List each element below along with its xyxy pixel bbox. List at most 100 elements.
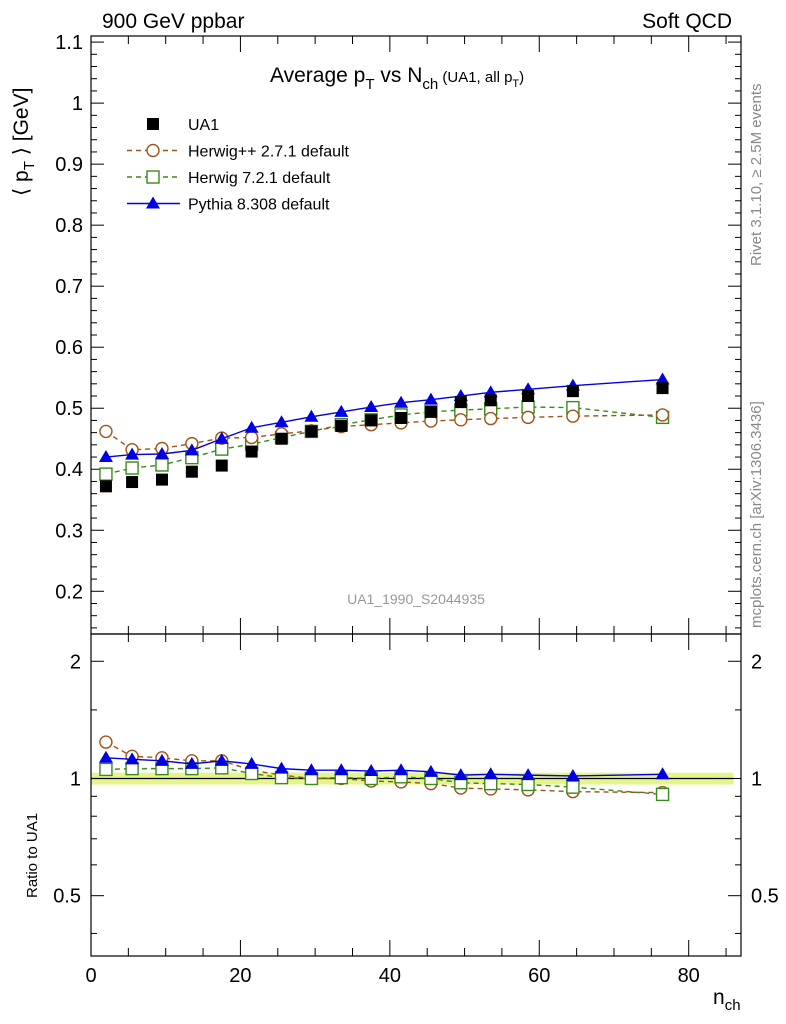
ratio-data-point xyxy=(565,768,580,781)
series-0 xyxy=(99,382,669,493)
ratio-series-2 xyxy=(98,750,670,781)
data-point xyxy=(365,414,378,427)
legend-marker xyxy=(146,170,160,184)
y-tick-label: 0.3 xyxy=(55,520,83,542)
legend-marker xyxy=(146,196,160,209)
legend-marker xyxy=(146,143,160,158)
data-point xyxy=(99,424,113,439)
ratio-y-tick-label-right: 0.5 xyxy=(751,886,779,908)
data-point xyxy=(566,385,579,398)
data-point xyxy=(566,409,580,423)
ratio-data-point xyxy=(99,762,113,777)
y-tick-label: 0.2 xyxy=(55,581,83,603)
ratio-data-point xyxy=(184,756,199,769)
ratio-data-point xyxy=(655,787,670,802)
y-axis-label-main: ⟨ pT ⟩ [GeV] xyxy=(10,88,38,196)
data-point xyxy=(334,404,349,417)
x-tick-label: 60 xyxy=(528,965,550,987)
data-point xyxy=(305,425,318,438)
mcplots-citation-text: mcplots.cern.ch [arXiv:1306.3436] xyxy=(748,401,765,628)
legend-label: Herwig++ 2.7.1 default xyxy=(188,144,350,161)
data-point xyxy=(215,459,228,472)
ratio-data-point xyxy=(483,767,498,780)
data-point xyxy=(454,396,467,409)
series-3 xyxy=(98,372,670,463)
data-point xyxy=(484,411,498,426)
ratio-data-point xyxy=(125,761,139,776)
y-tick-label: 0.5 xyxy=(55,398,83,420)
x-axis-label: nch xyxy=(713,986,741,1014)
ratio-data-point xyxy=(394,763,409,776)
main-panel-series xyxy=(98,372,670,493)
data-point xyxy=(99,480,112,493)
data-point xyxy=(215,442,229,456)
ratio-data-point xyxy=(154,753,169,766)
legend-label: UA1 xyxy=(188,117,219,134)
ratio-data-point xyxy=(521,777,535,792)
data-point xyxy=(364,400,379,413)
ratio-data-point xyxy=(244,766,259,781)
y-tick-label: 0.6 xyxy=(55,337,83,359)
data-point xyxy=(155,473,168,486)
data-point xyxy=(522,390,535,403)
ratio-data-point xyxy=(334,763,349,776)
series-1 xyxy=(99,408,670,457)
data-point xyxy=(185,465,198,478)
data-point xyxy=(154,446,169,459)
rivet-version-text: Rivet 3.1.10, ≥ 2.5M events xyxy=(748,84,765,267)
ratio-data-point xyxy=(244,756,259,769)
x-tick-label: 20 xyxy=(229,965,251,987)
data-point xyxy=(395,411,408,424)
y-tick-label: 0.4 xyxy=(55,459,83,481)
data-point xyxy=(335,419,348,432)
y-tick-label: 0.8 xyxy=(55,215,83,237)
ratio-data-point xyxy=(566,780,580,794)
data-point xyxy=(304,409,319,422)
header-left: 900 GeV ppbar xyxy=(102,10,244,33)
data-point xyxy=(484,394,497,407)
data-point xyxy=(126,476,139,489)
data-point xyxy=(214,431,229,444)
ratio-data-point xyxy=(484,776,498,791)
ratio-panel-frame xyxy=(90,633,742,957)
data-point xyxy=(275,432,288,445)
data-point xyxy=(655,372,670,385)
ratio-uncertainty-band xyxy=(91,772,734,785)
ratio-y-tick-label: 1 xyxy=(70,768,81,790)
data-point xyxy=(274,415,289,428)
ratio-data-point xyxy=(364,764,379,777)
data-point xyxy=(245,445,258,458)
y-tick-label: 0.7 xyxy=(55,276,83,298)
header-right: Soft QCD xyxy=(642,10,732,33)
y-tick-label: 1 xyxy=(72,93,83,115)
ratio-panel-series xyxy=(98,735,670,802)
ratio-data-point xyxy=(98,750,113,763)
analysis-watermark: UA1_1990_S2044935 xyxy=(347,591,485,607)
ratio-data-point xyxy=(453,768,468,781)
data-point xyxy=(454,413,468,427)
y-tick-label: 0.9 xyxy=(55,154,83,176)
data-point xyxy=(155,458,169,472)
ratio-data-point xyxy=(521,768,536,781)
data-point xyxy=(656,382,669,395)
ratio-y-tick-label-right: 2 xyxy=(751,651,762,673)
legend-label: Pythia 8.308 default xyxy=(188,197,330,214)
x-tick-label: 0 xyxy=(85,965,96,987)
data-point xyxy=(655,408,670,422)
ratio-y-tick-label-right: 1 xyxy=(751,768,762,790)
ratio-y-tick-label: 0.5 xyxy=(53,886,81,908)
data-point xyxy=(98,450,113,463)
data-point xyxy=(423,392,438,405)
data-point xyxy=(99,467,113,481)
data-point xyxy=(184,443,199,456)
ratio-data-point xyxy=(304,763,319,776)
data-point xyxy=(125,461,139,475)
ratio-data-point xyxy=(655,767,670,780)
x-tick-label: 80 xyxy=(678,965,700,987)
plot-title: Average pT vs Nch (UA1, all pT) xyxy=(270,64,524,93)
data-point xyxy=(521,410,535,425)
y-tick-label: 1.1 xyxy=(55,32,83,54)
ratio-data-point xyxy=(99,735,113,749)
data-point xyxy=(244,430,259,445)
